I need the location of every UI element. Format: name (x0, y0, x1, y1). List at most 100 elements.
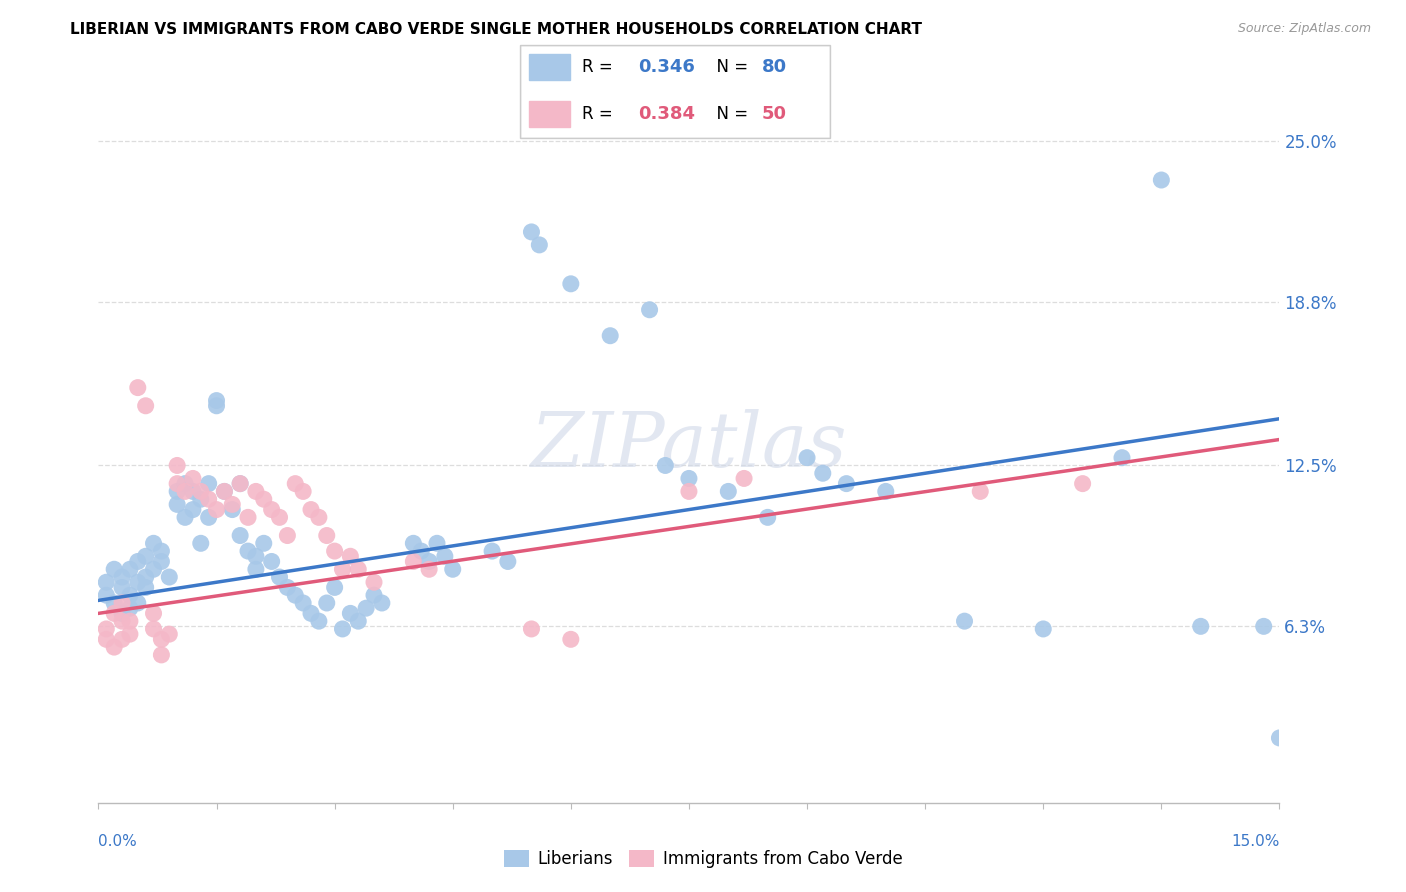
Point (969, 484, 991, 499)
Point (276, 528, 298, 542)
Point (118, 627, 141, 641)
Point (118, 562, 141, 576)
Point (953, 614, 976, 628)
Point (157, 627, 180, 641)
Point (332, 562, 354, 576)
Point (308, 614, 330, 628)
Point (529, 238, 551, 252)
Point (221, 497, 243, 511)
Text: LIBERIAN VS IMMIGRANTS FROM CABO VERDE SINGLE MOTHER HOUSEHOLDS CORRELATION CHAR: LIBERIAN VS IMMIGRANTS FROM CABO VERDE S… (70, 22, 922, 37)
Point (717, 484, 740, 499)
Point (174, 476, 197, 491)
Point (150, 632, 173, 647)
Text: R =: R = (582, 105, 619, 123)
Point (245, 484, 267, 499)
Point (181, 471, 204, 485)
Point (253, 492, 276, 507)
Point (118, 614, 141, 628)
Point (96, 588, 118, 602)
Text: 80: 80 (762, 58, 786, 76)
Point (599, 328, 621, 343)
Point (678, 484, 700, 499)
Point (875, 484, 897, 499)
Point (560, 632, 582, 647)
Point (332, 622, 354, 636)
Point (111, 607, 134, 621)
Point (411, 544, 433, 558)
Bar (530, 54, 569, 80)
Point (96, 575, 118, 590)
Point (150, 554, 173, 568)
Point (260, 554, 283, 568)
Point (1189, 619, 1212, 633)
Point (520, 225, 543, 239)
Point (638, 302, 661, 317)
Point (96, 632, 118, 647)
Point (142, 536, 165, 550)
Text: 50: 50 (762, 105, 786, 123)
Point (190, 492, 212, 507)
Point (197, 476, 219, 491)
Point (197, 510, 219, 524)
Point (347, 614, 370, 628)
Point (229, 528, 252, 542)
Point (269, 510, 291, 524)
Text: 0.384: 0.384 (638, 105, 695, 123)
Point (363, 575, 385, 590)
Point (166, 476, 188, 491)
Text: 0.0%: 0.0% (98, 834, 138, 849)
Point (103, 562, 125, 576)
Point (1268, 731, 1291, 745)
Point (299, 502, 322, 516)
Point (142, 622, 165, 636)
Point (103, 607, 125, 621)
Text: N =: N = (706, 105, 754, 123)
Point (205, 502, 228, 516)
Point (135, 570, 157, 584)
Point (174, 510, 197, 524)
Point (214, 484, 236, 499)
Point (245, 549, 267, 564)
Point (796, 450, 818, 465)
Point (229, 476, 252, 491)
Point (402, 536, 425, 550)
Bar (530, 101, 569, 127)
Point (96, 622, 118, 636)
Point (111, 581, 134, 595)
Point (181, 502, 204, 516)
Point (481, 544, 503, 558)
Point (299, 607, 322, 621)
Point (197, 492, 219, 507)
Point (371, 596, 394, 610)
Point (520, 622, 543, 636)
Point (284, 476, 307, 491)
Text: R =: R = (582, 58, 619, 76)
Point (221, 502, 243, 516)
Point (245, 562, 267, 576)
Point (284, 588, 307, 602)
Point (127, 381, 149, 395)
Point (229, 476, 252, 491)
Point (103, 596, 125, 610)
Point (205, 393, 228, 408)
Point (205, 399, 228, 413)
Point (118, 588, 141, 602)
Point (678, 471, 700, 485)
Point (323, 544, 346, 558)
Point (560, 277, 582, 291)
Point (433, 549, 456, 564)
Point (142, 562, 165, 576)
Point (347, 562, 370, 576)
Point (363, 588, 385, 602)
Point (236, 510, 259, 524)
Point (127, 554, 149, 568)
Point (190, 536, 212, 550)
Point (214, 484, 236, 499)
Point (418, 554, 440, 568)
Point (323, 581, 346, 595)
Point (811, 467, 834, 481)
Point (308, 510, 330, 524)
Point (496, 554, 519, 568)
Point (654, 458, 676, 473)
Point (354, 601, 377, 615)
